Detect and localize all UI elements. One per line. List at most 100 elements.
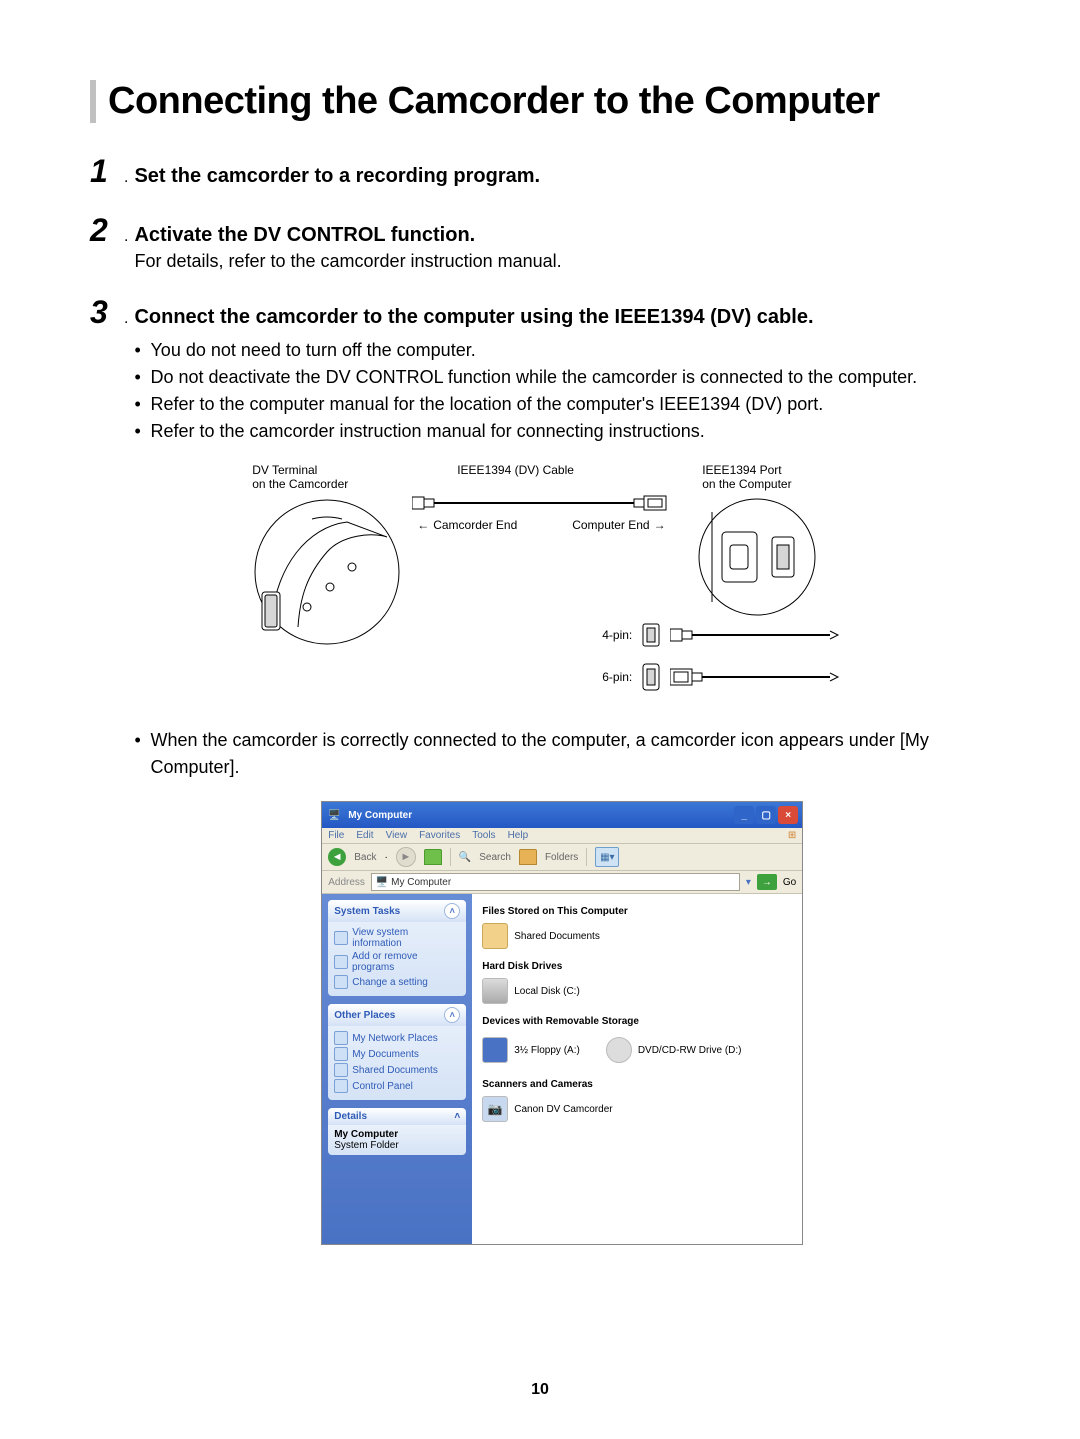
item-row: 3½ Floppy (A:) DVD/CD-RW Drive (D:) (482, 1033, 792, 1075)
menu-tools[interactable]: Tools (472, 830, 495, 841)
floppy-icon (482, 1037, 508, 1063)
item-camcorder[interactable]: 📷 Canon DV Camcorder (482, 1096, 792, 1122)
step-head: Set the camcorder to a recording program… (134, 165, 540, 187)
content-pane: Files Stored on This Computer Shared Doc… (472, 894, 802, 1244)
step-dot: . (124, 169, 128, 187)
step-number: 2 (90, 212, 120, 249)
label-line: on the Computer (702, 477, 791, 491)
bullet-list: When the camcorder is correctly connecte… (134, 727, 990, 781)
maximize-button[interactable]: ▢ (756, 806, 776, 824)
label-port: IEEE1394 Port on the Computer (702, 463, 791, 491)
task-link[interactable]: Change a setting (334, 974, 460, 990)
place-link[interactable]: My Documents (334, 1046, 460, 1062)
menu-file[interactable]: File (328, 830, 344, 841)
search-icon: 🔍 (459, 852, 471, 863)
step-1: 1. Set the camcorder to a recording prog… (90, 153, 990, 190)
menu-edit[interactable]: Edit (356, 830, 373, 841)
chevron-up-icon[interactable]: ˄ (454, 1111, 460, 1122)
item-label: Local Disk (C:) (514, 986, 580, 997)
menu-help[interactable]: Help (508, 830, 529, 841)
details-line: My Computer (334, 1129, 460, 1140)
item-label: Canon DV Camcorder (514, 1104, 612, 1115)
step-number: 3 (90, 294, 120, 331)
step-sub: For details, refer to the camcorder inst… (134, 251, 990, 272)
up-button[interactable] (424, 849, 442, 865)
connection-diagram: DV Terminal on the Camcorder IEEE1394 (D… (252, 463, 872, 703)
window-body: System Tasks ˄ View system information A… (322, 894, 802, 1244)
chevron-up-icon[interactable]: ˄ (444, 903, 460, 919)
place-link[interactable]: My Network Places (334, 1030, 460, 1046)
label-camcorder-end: Camcorder End (417, 518, 517, 532)
views-button[interactable]: ▦▾ (595, 847, 619, 867)
window-titlebar[interactable]: 🖥️ My Computer _ ▢ × (322, 802, 802, 828)
panel-header[interactable]: Other Places ˄ (328, 1004, 466, 1026)
label-dv-terminal: DV Terminal on the Camcorder (252, 463, 348, 491)
documents-icon (334, 1047, 348, 1061)
item-label: Shared Documents (514, 931, 600, 942)
four-pin-cable-icon (670, 626, 840, 644)
step-body: Activate the DV CONTROL function. For de… (134, 224, 990, 272)
minimize-button[interactable]: _ (734, 806, 754, 824)
address-field[interactable]: 🖥️ My Computer (371, 873, 740, 891)
section-header: Hard Disk Drives (482, 961, 792, 972)
my-computer-icon: 🖥️ (326, 807, 342, 823)
item-label: DVD/CD-RW Drive (D:) (638, 1045, 742, 1056)
step-number: 1 (90, 153, 120, 190)
step-3: 3. Connect the camcorder to the computer… (90, 294, 990, 1245)
label-cable: IEEE1394 (DV) Cable (457, 463, 574, 477)
place-label: My Network Places (352, 1033, 438, 1044)
bullet: Refer to the camcorder instruction manua… (134, 418, 990, 445)
camcorder-terminal-icon (252, 497, 402, 647)
task-label: Change a setting (352, 977, 428, 988)
item-shared-documents[interactable]: Shared Documents (482, 923, 792, 949)
chevron-up-icon[interactable]: ˄ (444, 1007, 460, 1023)
address-value: My Computer (391, 877, 451, 888)
address-dropdown-icon[interactable]: ▾ (746, 877, 751, 888)
bullet: You do not need to turn off the computer… (134, 337, 990, 364)
panel-header[interactable]: System Tasks ˄ (328, 900, 466, 922)
close-button[interactable]: × (778, 806, 798, 824)
menu-view[interactable]: View (386, 830, 408, 841)
place-link[interactable]: Shared Documents (334, 1062, 460, 1078)
back-button[interactable]: ◄ (328, 848, 346, 866)
address-label: Address (328, 877, 365, 888)
folders-button[interactable]: Folders (545, 852, 578, 863)
search-button[interactable]: Search (479, 852, 511, 863)
ieee1394-cable-icon (412, 493, 670, 516)
go-button[interactable]: → (757, 874, 777, 890)
step-body: Set the camcorder to a recording program… (134, 165, 990, 188)
pin-row-4: 4-pin: (602, 623, 840, 647)
go-label[interactable]: Go (783, 877, 796, 888)
section-header: Devices with Removable Storage (482, 1016, 792, 1027)
menu-favorites[interactable]: Favorites (419, 830, 460, 841)
page-number: 10 (0, 1381, 1080, 1399)
hard-disk-icon (482, 978, 508, 1004)
address-bar: Address 🖥️ My Computer ▾ → Go (322, 871, 802, 894)
step-body: Connect the camcorder to the computer us… (134, 306, 990, 1245)
label-line: IEEE1394 Port (702, 463, 781, 477)
task-label: Add or remove programs (352, 951, 460, 973)
toolbar-separator: · (384, 852, 387, 863)
toolbar-divider (586, 848, 587, 866)
label-line: DV Terminal (252, 463, 317, 477)
bullet: When the camcorder is correctly connecte… (134, 727, 990, 781)
my-computer-window: 🖥️ My Computer _ ▢ × File Edit View Favo… (321, 801, 803, 1245)
task-link[interactable]: Add or remove programs (334, 950, 460, 974)
back-label[interactable]: Back (354, 852, 376, 863)
step-dot: . (124, 228, 128, 246)
panel-header[interactable]: Details ˄ (328, 1108, 466, 1125)
panel-details: Details ˄ My Computer System Folder (328, 1108, 466, 1155)
task-link[interactable]: View system information (334, 926, 460, 950)
step-2: 2. Activate the DV CONTROL function. For… (90, 212, 990, 272)
computer-port-icon (682, 497, 832, 617)
panel-system-tasks: System Tasks ˄ View system information A… (328, 900, 466, 996)
bullet: Refer to the computer manual for the loc… (134, 391, 990, 418)
folders-icon (519, 849, 537, 865)
place-link[interactable]: Control Panel (334, 1078, 460, 1094)
forward-button[interactable]: ► (396, 847, 416, 867)
place-label: My Documents (352, 1049, 419, 1060)
item-dvd-drive[interactable]: DVD/CD-RW Drive (D:) (606, 1037, 742, 1063)
item-local-disk[interactable]: Local Disk (C:) (482, 978, 792, 1004)
label-6pin: 6-pin: (602, 670, 632, 684)
item-floppy[interactable]: 3½ Floppy (A:) (482, 1037, 580, 1063)
